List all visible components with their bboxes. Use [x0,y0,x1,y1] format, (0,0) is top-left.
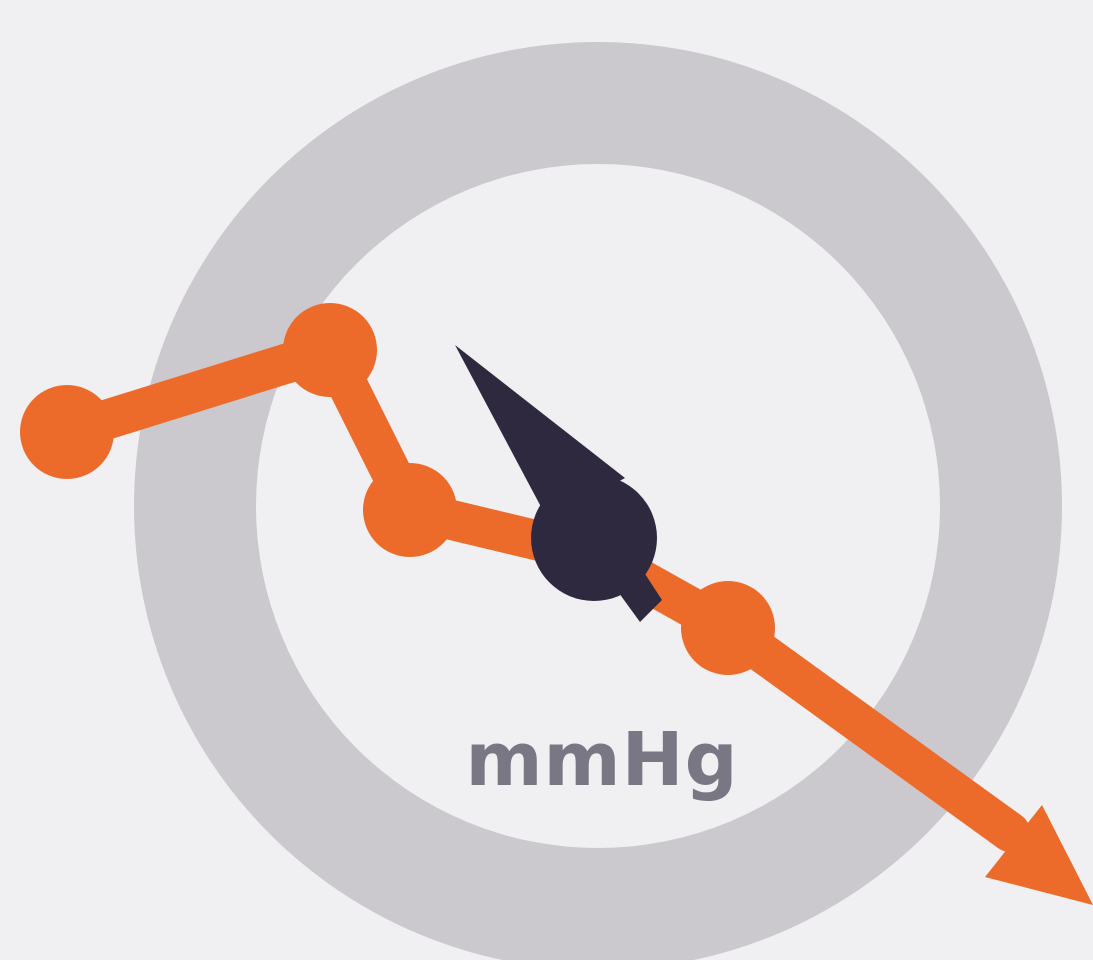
needle-hub [531,475,657,601]
unit-label: mmHg [465,717,738,803]
downward-trend-arrow-icon [20,303,1093,905]
gauge-needle-icon [455,345,662,622]
trend-point [283,303,377,397]
trend-point [363,463,457,557]
trend-point [681,581,775,675]
trend-point [20,385,114,479]
trend-arrowhead [985,805,1093,905]
